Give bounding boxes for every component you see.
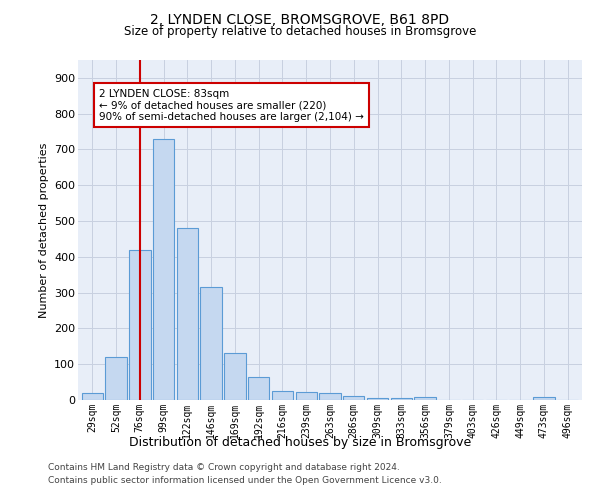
Bar <box>129 250 151 400</box>
Text: Contains public sector information licensed under the Open Government Licence v3: Contains public sector information licen… <box>48 476 442 485</box>
Bar <box>391 398 412 400</box>
Bar <box>367 398 388 400</box>
Bar <box>200 288 222 400</box>
Bar <box>176 228 198 400</box>
Bar <box>106 357 127 400</box>
Bar <box>533 397 554 400</box>
Text: Contains HM Land Registry data © Crown copyright and database right 2024.: Contains HM Land Registry data © Crown c… <box>48 464 400 472</box>
Text: Size of property relative to detached houses in Bromsgrove: Size of property relative to detached ho… <box>124 25 476 38</box>
Bar <box>272 391 293 400</box>
Bar <box>153 138 174 400</box>
Y-axis label: Number of detached properties: Number of detached properties <box>38 142 49 318</box>
Text: Distribution of detached houses by size in Bromsgrove: Distribution of detached houses by size … <box>129 436 471 449</box>
Bar <box>224 354 245 400</box>
Bar <box>82 393 103 400</box>
Bar <box>248 376 269 400</box>
Bar <box>319 393 341 400</box>
Bar <box>343 396 364 400</box>
Bar <box>415 397 436 400</box>
Text: 2, LYNDEN CLOSE, BROMSGROVE, B61 8PD: 2, LYNDEN CLOSE, BROMSGROVE, B61 8PD <box>151 12 449 26</box>
Text: 2 LYNDEN CLOSE: 83sqm
← 9% of detached houses are smaller (220)
90% of semi-deta: 2 LYNDEN CLOSE: 83sqm ← 9% of detached h… <box>100 88 364 122</box>
Bar <box>296 392 317 400</box>
